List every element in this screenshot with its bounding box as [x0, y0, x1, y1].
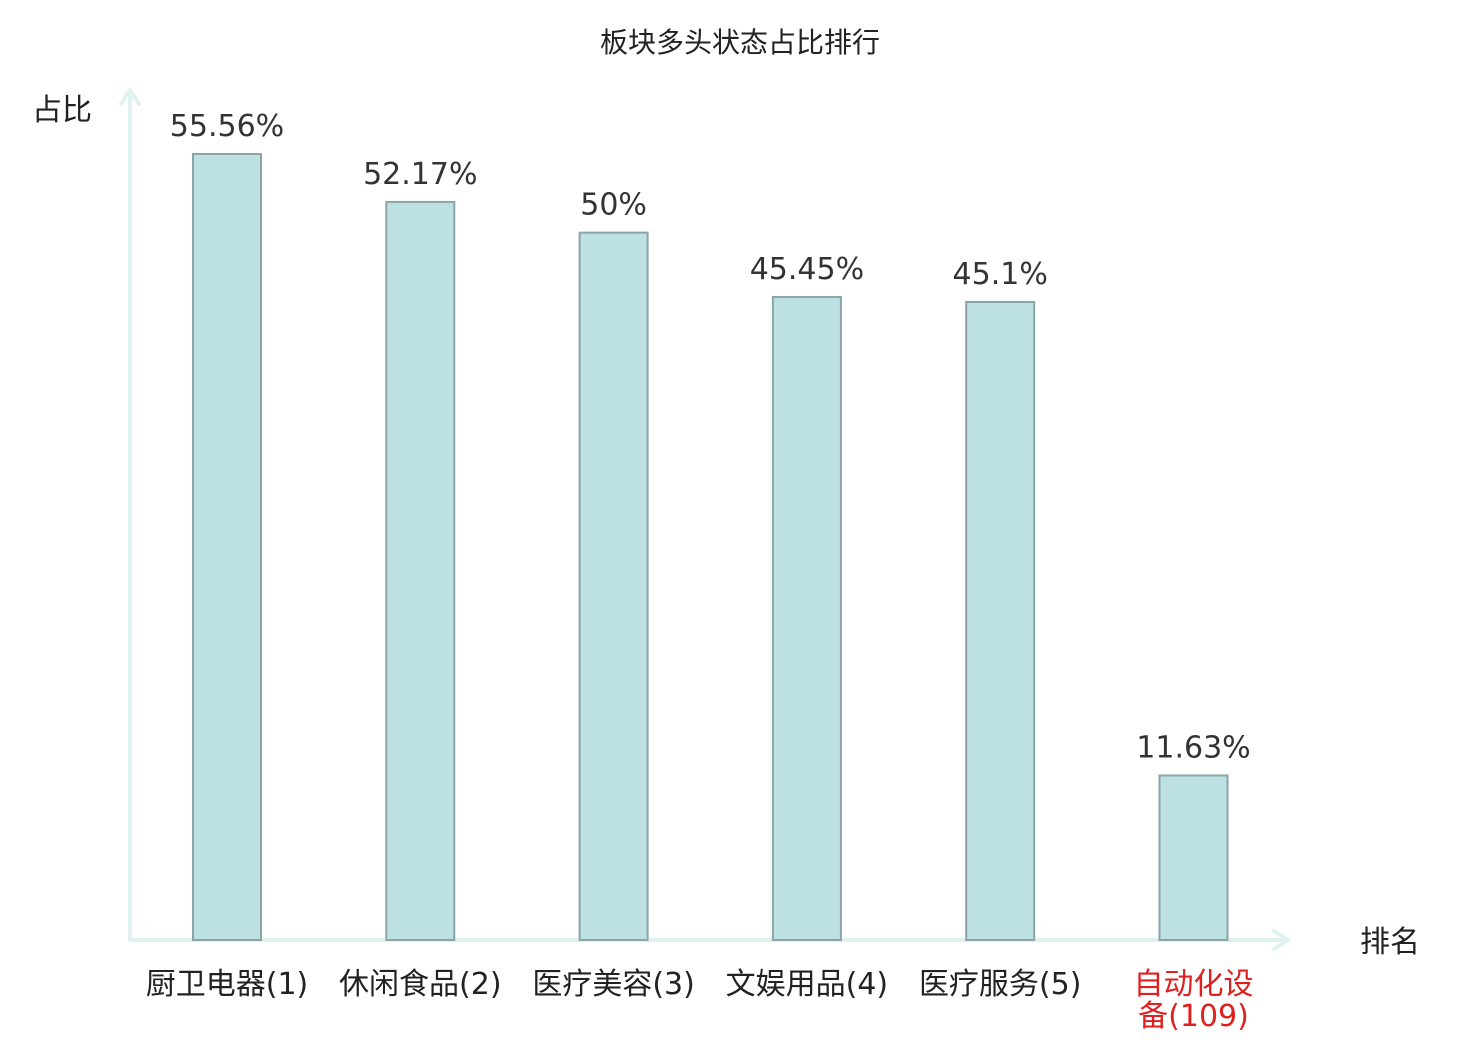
- value-label: 52.17%: [363, 157, 477, 192]
- x-axis: [128, 929, 1290, 951]
- value-label: 11.63%: [1136, 730, 1250, 765]
- category-labels-group: 厨卫电器(1) 休闲食品(2) 医疗美容(3) 文娱用品(4) 医疗服务(5) 自动化设备…: [146, 967, 1254, 1034]
- value-labels-group: 55.56% 52.17% 50% 45.45% 45.1% 11.63%: [170, 109, 1251, 765]
- value-label: 55.56%: [170, 109, 284, 144]
- bar: [192, 153, 262, 941]
- y-axis-label: 占比: [32, 93, 92, 128]
- bar: [1158, 774, 1229, 941]
- value-label: 50%: [580, 188, 647, 223]
- category-label: 休闲食品(2): [339, 967, 502, 1002]
- category-label: 医疗美容(3): [532, 967, 695, 1002]
- value-label: 45.45%: [750, 252, 864, 287]
- category-label: 医疗服务(5): [919, 967, 1082, 1002]
- bar: [771, 296, 842, 941]
- y-axis: [119, 88, 141, 942]
- category-label: 文娱用品(4): [726, 967, 889, 1002]
- bar: [965, 300, 1036, 941]
- value-label: 45.1%: [953, 257, 1048, 292]
- x-axis-label: 排名: [1360, 925, 1420, 960]
- chart-title: 板块多头状态占比排行: [600, 26, 880, 59]
- bars-group: [192, 153, 1229, 941]
- category-label: 自动化设备(109): [1134, 967, 1254, 1034]
- bar: [385, 200, 456, 941]
- bar: [578, 231, 649, 941]
- category-label: 厨卫电器(1): [146, 967, 309, 1002]
